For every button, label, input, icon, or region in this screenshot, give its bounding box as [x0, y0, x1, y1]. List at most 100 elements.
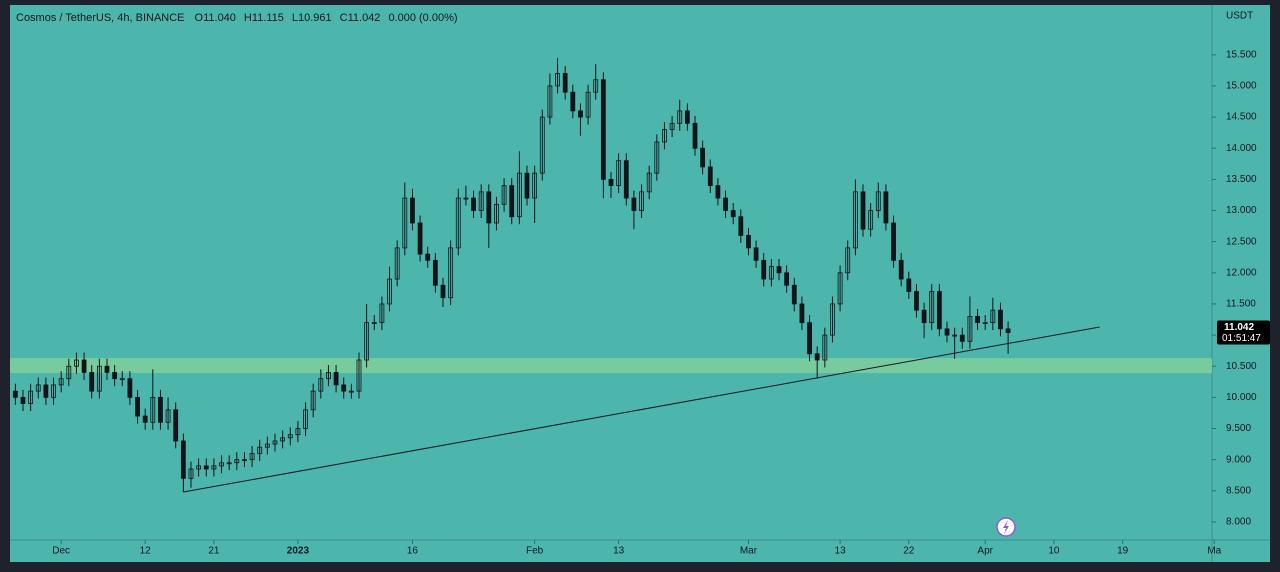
- candle-body: [242, 459, 247, 462]
- candle-body: [249, 453, 255, 461]
- ohlc-value: O11.040: [195, 12, 236, 24]
- trendline: [183, 326, 1100, 493]
- candle-body: [81, 359, 87, 373]
- candle-body: [356, 359, 362, 392]
- candle-body: [707, 166, 713, 187]
- candle-body: [196, 465, 202, 470]
- candle-body: [730, 210, 736, 218]
- candle-body: [96, 365, 102, 392]
- candle-body: [570, 91, 576, 112]
- x-tick-label: 13: [613, 546, 625, 557]
- candle-body: [127, 378, 133, 398]
- candle-body: [532, 172, 538, 199]
- x-tick-label: Apr: [977, 546, 993, 557]
- candle-body: [662, 129, 667, 143]
- candle-body: [837, 272, 843, 305]
- candle-body: [364, 322, 370, 361]
- candle-body: [631, 197, 637, 211]
- candle-body: [440, 284, 446, 299]
- candle-body: [669, 122, 675, 130]
- candle-body: [333, 372, 339, 386]
- lightning-icon[interactable]: [996, 517, 1016, 537]
- candle-body: [868, 210, 874, 230]
- candle-body: [998, 309, 1003, 330]
- candle-body: [616, 160, 622, 187]
- y-tick-label: 8.000: [1226, 517, 1251, 528]
- y-tick-label: 9.000: [1226, 454, 1251, 465]
- candle-body: [990, 309, 996, 324]
- candle-body: [165, 409, 171, 423]
- ohlc-value: L10.961: [292, 12, 332, 24]
- candle-body: [830, 303, 835, 336]
- candle-body: [463, 197, 469, 200]
- candle-body: [310, 390, 316, 411]
- candle-body: [654, 141, 660, 174]
- candle-body: [264, 443, 270, 448]
- y-tick-label: 8.500: [1226, 485, 1251, 496]
- candle-body: [135, 396, 140, 417]
- candle-body: [852, 191, 858, 249]
- candle-body: [272, 440, 278, 445]
- candle-body: [234, 459, 240, 464]
- candle-body: [142, 415, 148, 423]
- candle-body: [959, 334, 965, 342]
- candle-body: [432, 259, 438, 286]
- candle-body: [379, 303, 385, 324]
- x-tick-label: 10: [1048, 546, 1060, 557]
- x-tick-label: 13: [835, 546, 847, 557]
- x-tick-label: Ma: [1207, 546, 1221, 557]
- candle-body: [494, 203, 499, 224]
- candle-body: [585, 91, 591, 118]
- y-tick-label: 13.500: [1226, 174, 1257, 185]
- candle-body: [341, 384, 347, 392]
- candle-body: [219, 462, 224, 467]
- candle-body: [600, 79, 606, 180]
- candle-body: [776, 266, 782, 274]
- candle-body: [677, 110, 683, 124]
- candle-body: [723, 197, 728, 211]
- candle-body: [929, 291, 935, 324]
- candle-body: [860, 191, 866, 230]
- candle-body: [593, 79, 599, 93]
- candle-body: [410, 197, 415, 224]
- candle-body: [112, 372, 118, 380]
- ohlc-value: H11.115: [244, 12, 284, 24]
- candle-body: [318, 378, 324, 392]
- last-price-label: 11.042: [1224, 322, 1254, 333]
- x-tick-label: 22: [903, 546, 915, 557]
- candle-body: [287, 434, 293, 439]
- candle-body: [906, 278, 912, 292]
- candle-body: [173, 409, 179, 442]
- x-tick-label: 12: [140, 546, 152, 557]
- candle-body: [119, 378, 125, 381]
- candle-body: [35, 384, 41, 392]
- candle-body: [188, 468, 194, 479]
- y-tick-label: 15.000: [1226, 81, 1257, 92]
- candle-body: [43, 384, 49, 398]
- candle-body: [807, 322, 812, 355]
- candle-body: [180, 440, 186, 479]
- candle-body: [936, 291, 942, 330]
- y-tick-label: 11.500: [1226, 299, 1256, 310]
- x-tick-label: Feb: [526, 546, 544, 557]
- countdown-label: 01:51:47: [1222, 333, 1261, 344]
- y-tick-label: 14.000: [1226, 143, 1257, 154]
- candle-body: [501, 185, 507, 205]
- candle-body: [700, 147, 706, 168]
- candle-body: [348, 390, 354, 393]
- candle-body: [944, 328, 950, 336]
- y-tick-label: 12.500: [1226, 236, 1257, 247]
- x-tick-label: 2023: [287, 546, 310, 557]
- candle-body: [89, 372, 95, 392]
- candle-body: [555, 73, 560, 87]
- candle-body: [883, 191, 889, 224]
- candle-body: [66, 365, 72, 380]
- y-tick-label: 10.000: [1226, 392, 1257, 403]
- candle-body: [211, 465, 217, 470]
- candle-body: [295, 428, 301, 436]
- candle-body: [738, 216, 744, 236]
- candle-body: [150, 396, 156, 423]
- candle-body: [547, 85, 553, 118]
